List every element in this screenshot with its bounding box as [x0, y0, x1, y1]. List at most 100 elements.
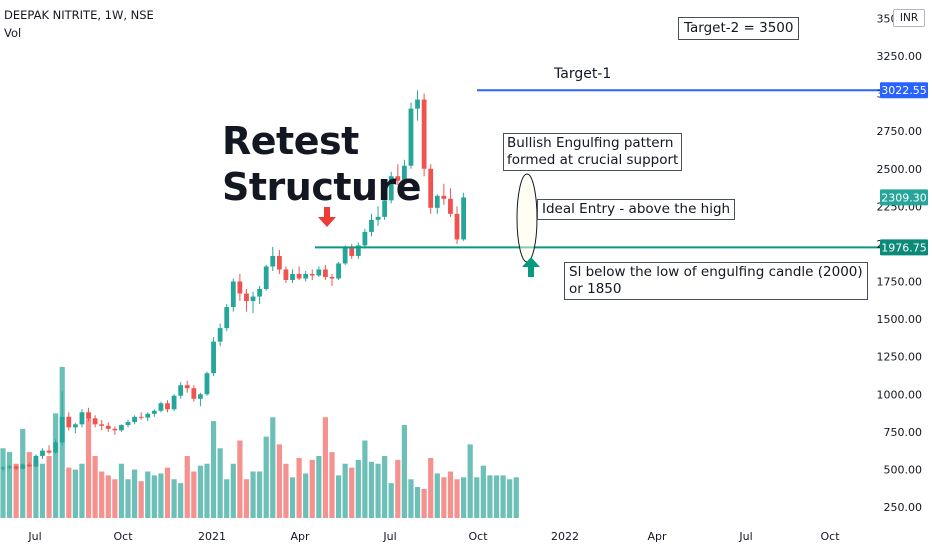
price-tick-label: 2500.00 — [877, 163, 923, 176]
candle-body — [362, 231, 368, 246]
target1-label: Target-1 — [554, 66, 612, 82]
volume-bar — [145, 471, 151, 518]
price-badge — [880, 82, 928, 99]
candle-body — [408, 108, 414, 166]
volume-bar — [329, 452, 335, 518]
volume-bar — [72, 469, 78, 518]
volume-bar — [66, 467, 72, 518]
volume-bar — [99, 471, 105, 518]
candle-body — [125, 422, 131, 426]
time-tick-label: Oct — [113, 530, 133, 543]
volume-bar — [447, 471, 454, 518]
volume-bar — [309, 459, 315, 518]
volume-bar — [335, 475, 342, 518]
volume-bar — [342, 463, 348, 518]
volume-bar — [85, 417, 92, 518]
time-tick-label: Oct — [820, 530, 840, 543]
candle-body — [283, 269, 289, 280]
candle-body — [165, 403, 170, 410]
volume-bar — [289, 477, 296, 518]
candle-body — [138, 416, 144, 418]
candle-body — [290, 273, 295, 280]
candle-body — [276, 255, 282, 270]
volume-bar — [414, 487, 421, 518]
volume-bar — [296, 457, 302, 518]
candle-body — [316, 269, 322, 276]
volume-bar — [322, 417, 329, 518]
candle-body — [375, 216, 381, 220]
volume-bar — [79, 463, 85, 518]
volume-bar — [230, 463, 236, 518]
candle-body — [46, 450, 52, 453]
volume-bar — [303, 473, 309, 518]
candle-body — [217, 328, 223, 342]
chart-header: DEEPAK NITRITE, 1W, NSE Vol — [4, 6, 154, 42]
volume-bar — [191, 471, 197, 518]
volume-indicator-label: Vol — [4, 26, 22, 40]
currency-badge[interactable]: INR — [893, 9, 925, 27]
volume-bar — [362, 440, 368, 518]
candle-body — [92, 418, 98, 425]
target2-annotation[interactable]: Target-2 = 3500 — [678, 17, 800, 40]
candle-body — [7, 466, 12, 468]
candle-body — [132, 416, 137, 423]
time-tick-label: Jul — [382, 530, 396, 543]
time-tick-label: Apr — [647, 530, 667, 543]
volume-bar — [158, 473, 164, 518]
volume-bar — [270, 417, 276, 518]
time-tick-label: Apr — [290, 530, 310, 543]
time-tick-label: Jul — [738, 530, 752, 543]
volume-bar — [454, 479, 460, 518]
price-tick-label: 1000.00 — [877, 388, 923, 401]
candle-body — [296, 273, 302, 279]
volume-bar — [125, 479, 131, 518]
price-tick-label: 1750.00 — [877, 276, 923, 289]
volume-bar — [92, 456, 98, 518]
volume-bar — [382, 456, 388, 518]
candle-body — [237, 281, 243, 294]
volume-bar — [171, 479, 177, 518]
candle-body — [119, 425, 124, 431]
candle-body — [454, 213, 460, 240]
stoploss-annotation[interactable]: Sl below the low of engulfing candle (20… — [564, 262, 868, 300]
volume-bar — [132, 469, 138, 518]
candle-body — [270, 255, 276, 267]
candle-body — [250, 296, 256, 302]
volume-bar — [112, 479, 118, 518]
volume-bar — [408, 479, 414, 518]
candle-body — [244, 293, 249, 302]
volume-bar — [375, 463, 381, 518]
volume-bar — [480, 465, 486, 518]
price-tick-label: 1250.00 — [877, 351, 923, 364]
candle-body — [421, 99, 427, 169]
volume-bar — [461, 477, 467, 518]
volume-bar — [434, 473, 440, 518]
candle-body — [309, 273, 315, 276]
volume-bar — [164, 467, 171, 518]
candle-body — [461, 197, 466, 240]
price-badge-label: 3022.55 — [881, 84, 927, 97]
volume-bar — [441, 477, 447, 518]
volume-bar — [493, 475, 500, 518]
candlesticks — [0, 90, 466, 471]
volume-bar — [26, 452, 32, 518]
volume-bar — [210, 421, 217, 518]
candle-body — [26, 464, 32, 467]
volume-bar — [276, 444, 282, 518]
volume-bar — [250, 471, 256, 518]
engulfing-annotation[interactable]: Bullish Engulfing pattern formed at cruc… — [503, 133, 683, 171]
volume-bar — [39, 463, 46, 518]
symbol-title: DEEPAK NITRITE, 1W, NSE — [4, 8, 154, 22]
volume-bar — [316, 456, 322, 518]
engulfing-highlight-ellipse — [516, 173, 538, 263]
price-tick-label: 750.00 — [884, 426, 923, 439]
candle-body — [257, 289, 263, 297]
ideal-entry-annotation[interactable]: Ideal Entry - above the high — [537, 199, 736, 220]
candle-body — [211, 341, 216, 374]
support-up-arrow — [522, 257, 540, 277]
price-tick-label: 3250.00 — [877, 50, 923, 63]
volume-bar — [217, 448, 223, 518]
volume-bar — [474, 477, 480, 518]
candle-body — [204, 373, 210, 395]
